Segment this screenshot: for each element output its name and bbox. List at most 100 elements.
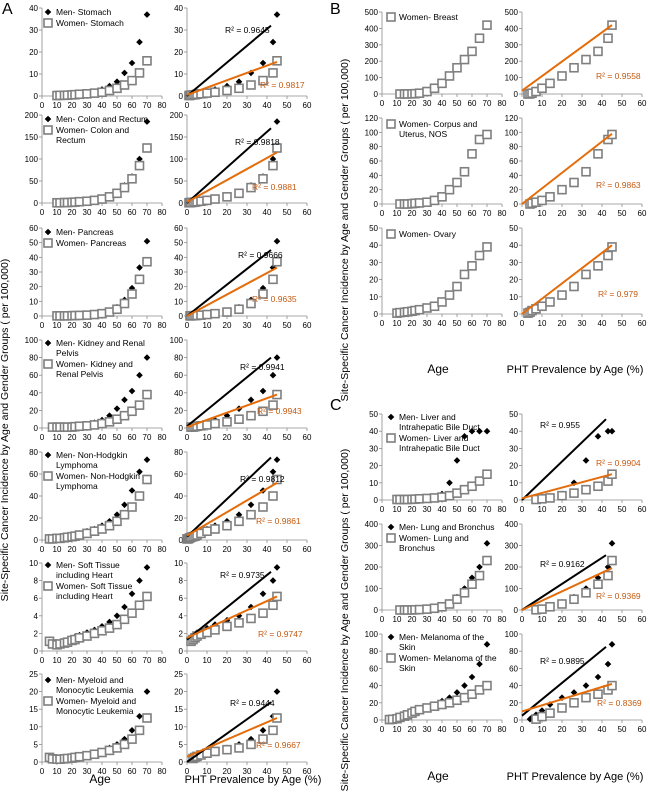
softtissue-age-men-point <box>143 564 151 571</box>
ovary-pht-plot: 0 10 20 30 40 50 0 10 20 30 40 50 60 R² = 0.979 <box>509 224 647 328</box>
colon-age-x-tick-label: 60 <box>128 208 137 217</box>
nhl-age-men-point <box>128 487 136 494</box>
nhl-pht-women-point <box>234 516 244 527</box>
pancreas-age-women-point <box>112 304 122 315</box>
ovary-age-y-tick-label: 0 <box>374 310 379 319</box>
ovary-legend-label: Women- Ovary <box>399 229 457 239</box>
corpus-legend-label: Women- Corpus and <box>399 119 478 129</box>
stomach-age-y-tick-label: 10 <box>29 70 38 79</box>
nhl-age-plot: 0 20 40 60 80 0 10 20 30 40 50 60 70 80 Men- Non-Hodgk… <box>29 448 167 554</box>
nhl-pht-men-point <box>273 456 281 463</box>
softtissue-age-x-tick-label: 70 <box>143 656 152 665</box>
colon-age-y-tick-label: 150 <box>25 133 39 142</box>
stomach-pht-y-tick-label: 10 <box>174 70 183 79</box>
kidney-r2-men: R² = 0.9941 <box>240 362 285 372</box>
melanoma-pht-women-point <box>545 708 555 718</box>
liver-pht-x-tick-label: 0 <box>520 505 525 514</box>
softtissue-age-men-point <box>121 603 128 611</box>
myeloid-age-men-point <box>128 727 136 734</box>
liver-age-women-point <box>482 469 492 480</box>
chart-nhl: 0 20 40 60 80 0 10 20 30 40 50 60 70 80 Men- Non-Hodgk… <box>29 448 312 554</box>
colon-age-women-point <box>119 182 130 193</box>
myeloid-legend-label: Monocytic Leukemia <box>56 685 134 695</box>
nhl-pht-women-point <box>222 520 232 531</box>
nhl-r2-women: R² = 0.9861 <box>256 516 301 526</box>
ovary-age-x-tick-label: 20 <box>408 319 417 328</box>
pancreas-legend-men-marker <box>44 228 52 236</box>
myeloid-pht-y-tick-label: 5 <box>179 740 184 749</box>
melanoma-age-men-point <box>476 660 483 668</box>
breast-women-fit-line <box>521 24 613 92</box>
colon-pht-women-point <box>222 192 232 202</box>
colon-pht-x-tick-label: 30 <box>243 208 252 217</box>
colon-r2-women: R² = 0.9881 <box>252 182 297 192</box>
colon-pht-x-tick-label: 10 <box>203 208 212 217</box>
pancreas-age-x-tick-label: 70 <box>143 321 152 330</box>
myeloid-r2-men: R² = 0.9444 <box>230 698 275 708</box>
liver-age-y-tick-label: 0 <box>374 496 379 505</box>
myeloid-age-x-tick-label: 50 <box>113 767 122 776</box>
liver-age-men-point <box>453 457 461 464</box>
softtissue-r2-women: R² = 0.9747 <box>258 629 303 639</box>
corpus-pht-women-point <box>581 166 591 177</box>
softtissue-legend-label: including Heart <box>56 591 113 601</box>
kidney-age-x-tick-label: 10 <box>53 433 62 442</box>
stomach-pht-x-tick-label: 30 <box>243 101 252 110</box>
lung-pht-y-tick-label: 100 <box>505 585 519 594</box>
liver-age-x-tick-label: 30 <box>423 505 432 514</box>
liver-pht-x-tick-label: 20 <box>558 505 567 514</box>
colon-pht-x-tick-label: 20 <box>223 208 232 217</box>
lung-age-y-tick-label: 100 <box>365 585 379 594</box>
colon-pht-y-tick-label: 100 <box>170 155 184 164</box>
stomach-pht-women-point <box>222 85 232 96</box>
liver-pht-y-tick-label: 0 <box>514 496 519 505</box>
ovary-pht-x-tick-label: 60 <box>638 319 647 328</box>
pancreas-pht-y-tick-label: 0 <box>179 312 184 321</box>
pancreas-age-y-tick-label: 40 <box>29 253 38 262</box>
kidney-pht-y-tick-label: 0 <box>179 424 184 433</box>
ovary-pht-women-point <box>537 301 547 312</box>
ovary-age-women-point <box>437 297 447 307</box>
y-axis-label-left: Site-Specific Cancer Incidence by Age an… <box>0 259 11 602</box>
stomach-pht-x-tick-label: 50 <box>283 101 292 110</box>
ovary-pht-x-tick-label: 50 <box>618 319 627 328</box>
nhl-age-x-tick-label: 0 <box>40 545 45 554</box>
corpus-age-women-point <box>444 184 455 195</box>
stomach-pht-men-point <box>259 59 267 67</box>
kidney-pht-y-tick-label: 60 <box>174 371 183 380</box>
melanoma-age-x-tick-label: 10 <box>393 725 402 734</box>
colon-pht-y-tick-label: 150 <box>170 133 184 142</box>
lung-age-women-point <box>482 555 492 566</box>
nhl-pht-women-point <box>258 502 268 512</box>
breast-legend-women-marker <box>386 12 396 22</box>
melanoma-pht-men-point <box>582 682 590 689</box>
kidney-pht-plot: 0 20 40 60 80 100 0 10 20 30 40 50 60 R² = 0.9941 R² =… <box>170 336 312 442</box>
ovary-pht-women-point <box>607 242 617 252</box>
myeloid-age-y-tick-label: 25 <box>29 670 38 679</box>
softtissue-age-x-tick-label: 20 <box>68 656 77 665</box>
stomach-pht-women-point <box>202 88 212 98</box>
kidney-pht-women-point <box>258 406 268 417</box>
liver-r2-men: R² = 0.955 <box>540 420 580 430</box>
breast-age-y-tick-label: 300 <box>365 41 379 50</box>
nhl-pht-x-tick-label: 60 <box>303 545 312 554</box>
liver-age-x-tick-label: 60 <box>468 505 477 514</box>
pancreas-pht-y-tick-label: 20 <box>174 283 183 292</box>
breast-age-plot: 0 100 200 300 400 500 0 10 20 30 40 50 60 70 80 Women- … <box>365 8 507 108</box>
myeloid-age-y-tick-label: 10 <box>29 723 38 732</box>
softtissue-pht-plot: 0 2 4 6 8 10 0 10 20 30 40 50 60 R² = 0.9735 R² = 0.97… <box>174 559 312 665</box>
breast-pht-y-tick-label: 100 <box>505 74 519 83</box>
lung-pht-x-tick-label: 60 <box>638 615 647 624</box>
nhl-pht-women-point <box>202 526 212 537</box>
breast-pht-women-point <box>569 62 579 73</box>
kidney-legend-label: Pelvis <box>56 348 79 358</box>
pancreas-pht-y-tick-label: 50 <box>174 239 183 248</box>
myeloid-age-women-point <box>142 713 152 723</box>
myeloid-age-men-point <box>136 712 143 720</box>
kidney-pht-men-point <box>273 354 281 361</box>
stomach-age-women-point <box>134 68 145 78</box>
